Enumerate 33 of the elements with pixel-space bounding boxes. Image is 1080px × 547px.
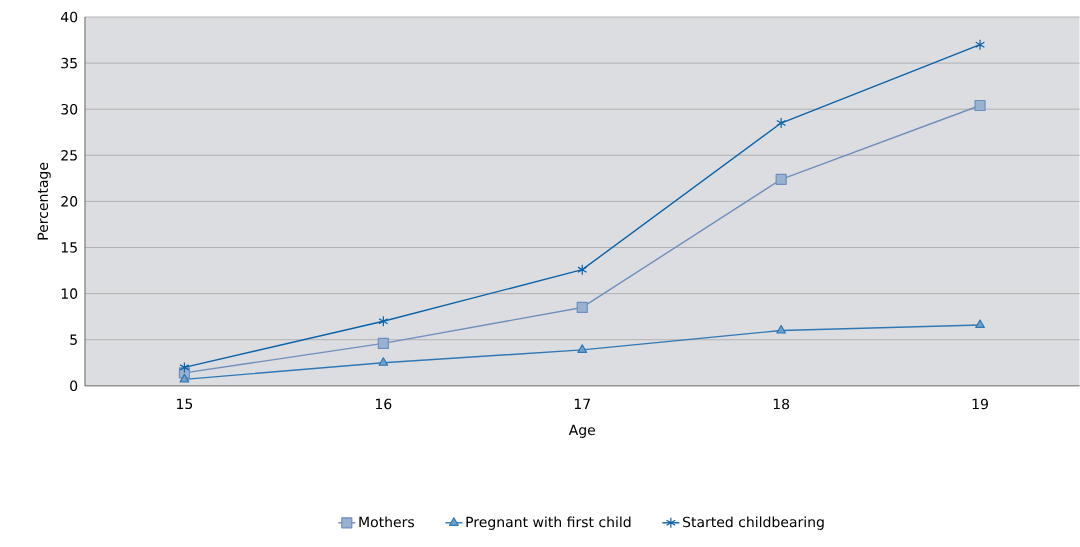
- x-axis-title: Age: [568, 424, 596, 439]
- point: [378, 315, 389, 327]
- y-tick-label: 40: [60, 11, 78, 23]
- x-tick-label: 16: [375, 398, 392, 410]
- point: [974, 100, 986, 112]
- y-tick-label: 5: [70, 334, 77, 346]
- legend-label: Mothers: [359, 516, 414, 528]
- y-axis-title: Percentage: [37, 162, 51, 240]
- point: [776, 325, 787, 334]
- point: [378, 357, 389, 366]
- legend-label: Pregnant with first child: [466, 516, 631, 531]
- point: [179, 361, 190, 374]
- point: [577, 344, 588, 354]
- y-tick-label: 20: [61, 196, 78, 207]
- y-tick-label: 30: [61, 104, 78, 115]
- point: [377, 337, 389, 350]
- point: [576, 301, 588, 314]
- y-tick-label: 10: [61, 288, 78, 300]
- point: [975, 319, 985, 329]
- y-tick-label: 0: [70, 380, 78, 392]
- point: [577, 264, 588, 276]
- x-tick-label: 17: [574, 398, 590, 410]
- point: [179, 373, 190, 383]
- x-tick-label: 19: [972, 398, 988, 410]
- point: [775, 173, 787, 185]
- legend-label: Started childbearing: [683, 516, 824, 531]
- point: [975, 39, 985, 51]
- y-tick-label: 25: [61, 150, 77, 161]
- point: [776, 117, 787, 129]
- x-tick-label: 18: [773, 398, 790, 410]
- y-tick-label: 35: [61, 57, 77, 69]
- y-tick-label: 15: [61, 242, 77, 253]
- x-tick-label: 15: [177, 398, 193, 410]
